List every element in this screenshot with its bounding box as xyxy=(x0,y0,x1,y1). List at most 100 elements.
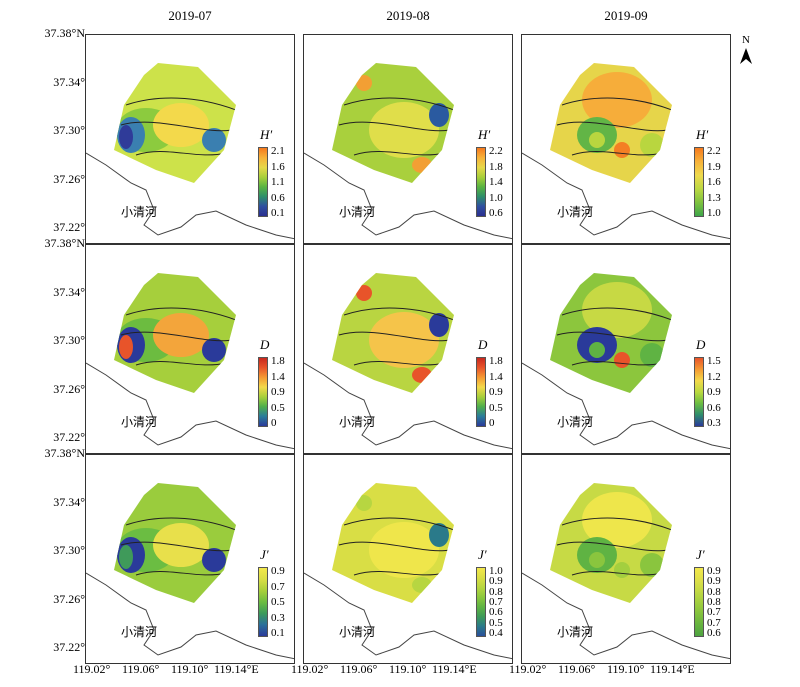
legend-tick: 0.6 xyxy=(489,606,503,619)
legend-tick: 1.4 xyxy=(271,370,285,383)
map-canvas xyxy=(522,273,730,450)
river-label: 小清河 xyxy=(557,625,594,639)
map-canvas xyxy=(304,273,512,450)
color-bar xyxy=(694,567,704,637)
legend-tick: 1.4 xyxy=(489,370,503,383)
legend-tick: 0.6 xyxy=(271,191,285,204)
color-bar xyxy=(694,357,704,427)
lon-label-6: 119.06° xyxy=(340,662,378,676)
legend-tick: 2.2 xyxy=(489,145,503,157)
lat-label: 37.26° xyxy=(53,592,85,606)
legend-tick: 1.0 xyxy=(489,565,503,577)
map-canvas xyxy=(304,63,512,240)
legend-tick: 1.0 xyxy=(489,191,503,204)
legend-tick: 0.7 xyxy=(489,596,503,608)
legend-tick: 0.8 xyxy=(707,585,721,598)
legend-tick: 1.9 xyxy=(707,160,721,173)
legend-tick: 0.9 xyxy=(271,565,285,577)
legend-title: H′ xyxy=(696,127,709,142)
map-panel: 小清河 H′ 2.2 1.8 1.4 1.0 0.6 xyxy=(303,34,513,244)
lat-label: 37.22° xyxy=(53,640,85,654)
legend-tick: 0.5 xyxy=(271,596,285,608)
river-label: 小清河 xyxy=(557,205,594,219)
map-panel: 小清河 H′ 2.1 1.6 1.1 0.6 0.1 xyxy=(85,34,295,244)
legend-tick: 0.9 xyxy=(707,565,721,577)
river-label: 小清河 xyxy=(121,205,158,219)
legend-title: J′ xyxy=(696,547,705,562)
legend-tick: 0 xyxy=(271,417,277,429)
lon-label-2: 119.06° xyxy=(122,662,160,676)
legend-title: D xyxy=(696,337,706,352)
map-canvas xyxy=(86,273,294,450)
legend-tick: 0.7 xyxy=(271,580,285,593)
river-label: 小清河 xyxy=(339,415,376,429)
river-label: 小清河 xyxy=(339,625,376,639)
north-arrow: N xyxy=(738,34,754,69)
color-bar xyxy=(476,567,486,637)
color-bar xyxy=(258,357,268,427)
legend-tick: 1.5 xyxy=(707,355,721,367)
lon-label-1: 119.02° xyxy=(73,662,111,676)
map-panel: 小清河 J′ 0.9 0.9 0.8 0.8 0.7 0.7 0.6 xyxy=(521,454,731,664)
legend-title: D xyxy=(260,337,270,352)
legend-tick: 0.6 xyxy=(707,401,721,414)
lat-label: 37.34° xyxy=(53,495,85,509)
legend-tick: 0.9 xyxy=(489,386,503,398)
lon-label-11: 119.10° xyxy=(607,662,645,676)
map-panel: 小清河 J′ 1.0 0.9 0.8 0.7 0.6 0.5 0.4 xyxy=(303,454,513,664)
map-canvas xyxy=(86,63,294,240)
lat-label: 37.34° xyxy=(53,285,85,299)
lat-label: 37.22° xyxy=(53,220,85,234)
color-bar xyxy=(258,147,268,217)
legend-tick: 0.6 xyxy=(489,207,503,219)
river-label: 小清河 xyxy=(339,205,376,219)
legend-tick: 1.6 xyxy=(707,176,721,188)
legend-tick: 1.3 xyxy=(707,191,721,204)
lat-label: 37.30° xyxy=(53,543,85,557)
lon-label-7: 119.10° xyxy=(389,662,427,676)
column-title-jul: 2019-07 xyxy=(168,8,212,23)
color-bar xyxy=(476,147,486,217)
lon-label-10: 119.06° xyxy=(558,662,596,676)
legend-tick: 0.3 xyxy=(707,417,721,429)
legend-tick: 1.8 xyxy=(271,355,285,367)
legend-tick: 1.4 xyxy=(489,176,503,188)
legend-title: J′ xyxy=(260,547,269,562)
legend-tick: 0.1 xyxy=(271,207,285,219)
legend-tick: 0.9 xyxy=(707,386,721,398)
legend-tick: 0.8 xyxy=(489,585,503,598)
legend-tick: 1.2 xyxy=(707,370,721,383)
lat-label: 37.22° xyxy=(53,430,85,444)
legend-tick: 2.2 xyxy=(707,145,721,157)
lat-label: 37.38°N xyxy=(44,26,85,40)
legend-title: D xyxy=(478,337,488,352)
lon-label-12: 119.14°E xyxy=(650,662,695,676)
map-canvas xyxy=(522,63,730,240)
legend-tick: 1.8 xyxy=(489,160,503,173)
lat-label: 37.30° xyxy=(53,333,85,347)
lon-label-3: 119.10° xyxy=(171,662,209,676)
legend-tick: 0.9 xyxy=(489,575,503,588)
map-panel: 小清河 J′ 0.9 0.7 0.5 0.3 0.1 xyxy=(85,454,295,664)
legend-tick: 0 xyxy=(489,417,495,429)
legend-tick: 0.9 xyxy=(707,575,721,588)
lat-label: 37.26° xyxy=(53,172,85,186)
lat-label: 37.34° xyxy=(53,75,85,89)
map-panel: 小清河 D 1.5 1.2 0.9 0.6 0.3 xyxy=(521,244,731,454)
legend-tick: 0.3 xyxy=(271,611,285,624)
north-label: N xyxy=(742,34,750,46)
legend-tick: 0.5 xyxy=(489,616,503,629)
legend-tick: 1.0 xyxy=(707,207,721,219)
lon-label-5: 119.02° xyxy=(291,662,329,676)
legend-title: J′ xyxy=(478,547,487,562)
river-label: 小清河 xyxy=(557,415,594,429)
north-arrow-icon xyxy=(740,48,752,64)
color-bar xyxy=(694,147,704,217)
legend-title: H′ xyxy=(260,127,273,142)
map-canvas xyxy=(522,483,730,660)
map-panel: 小清河 D 1.8 1.4 0.9 0.5 0 xyxy=(303,244,513,454)
lat-label: 37.30° xyxy=(53,123,85,137)
river-label: 小清河 xyxy=(121,625,158,639)
color-bar xyxy=(476,357,486,427)
legend-tick: 0.1 xyxy=(271,627,285,639)
